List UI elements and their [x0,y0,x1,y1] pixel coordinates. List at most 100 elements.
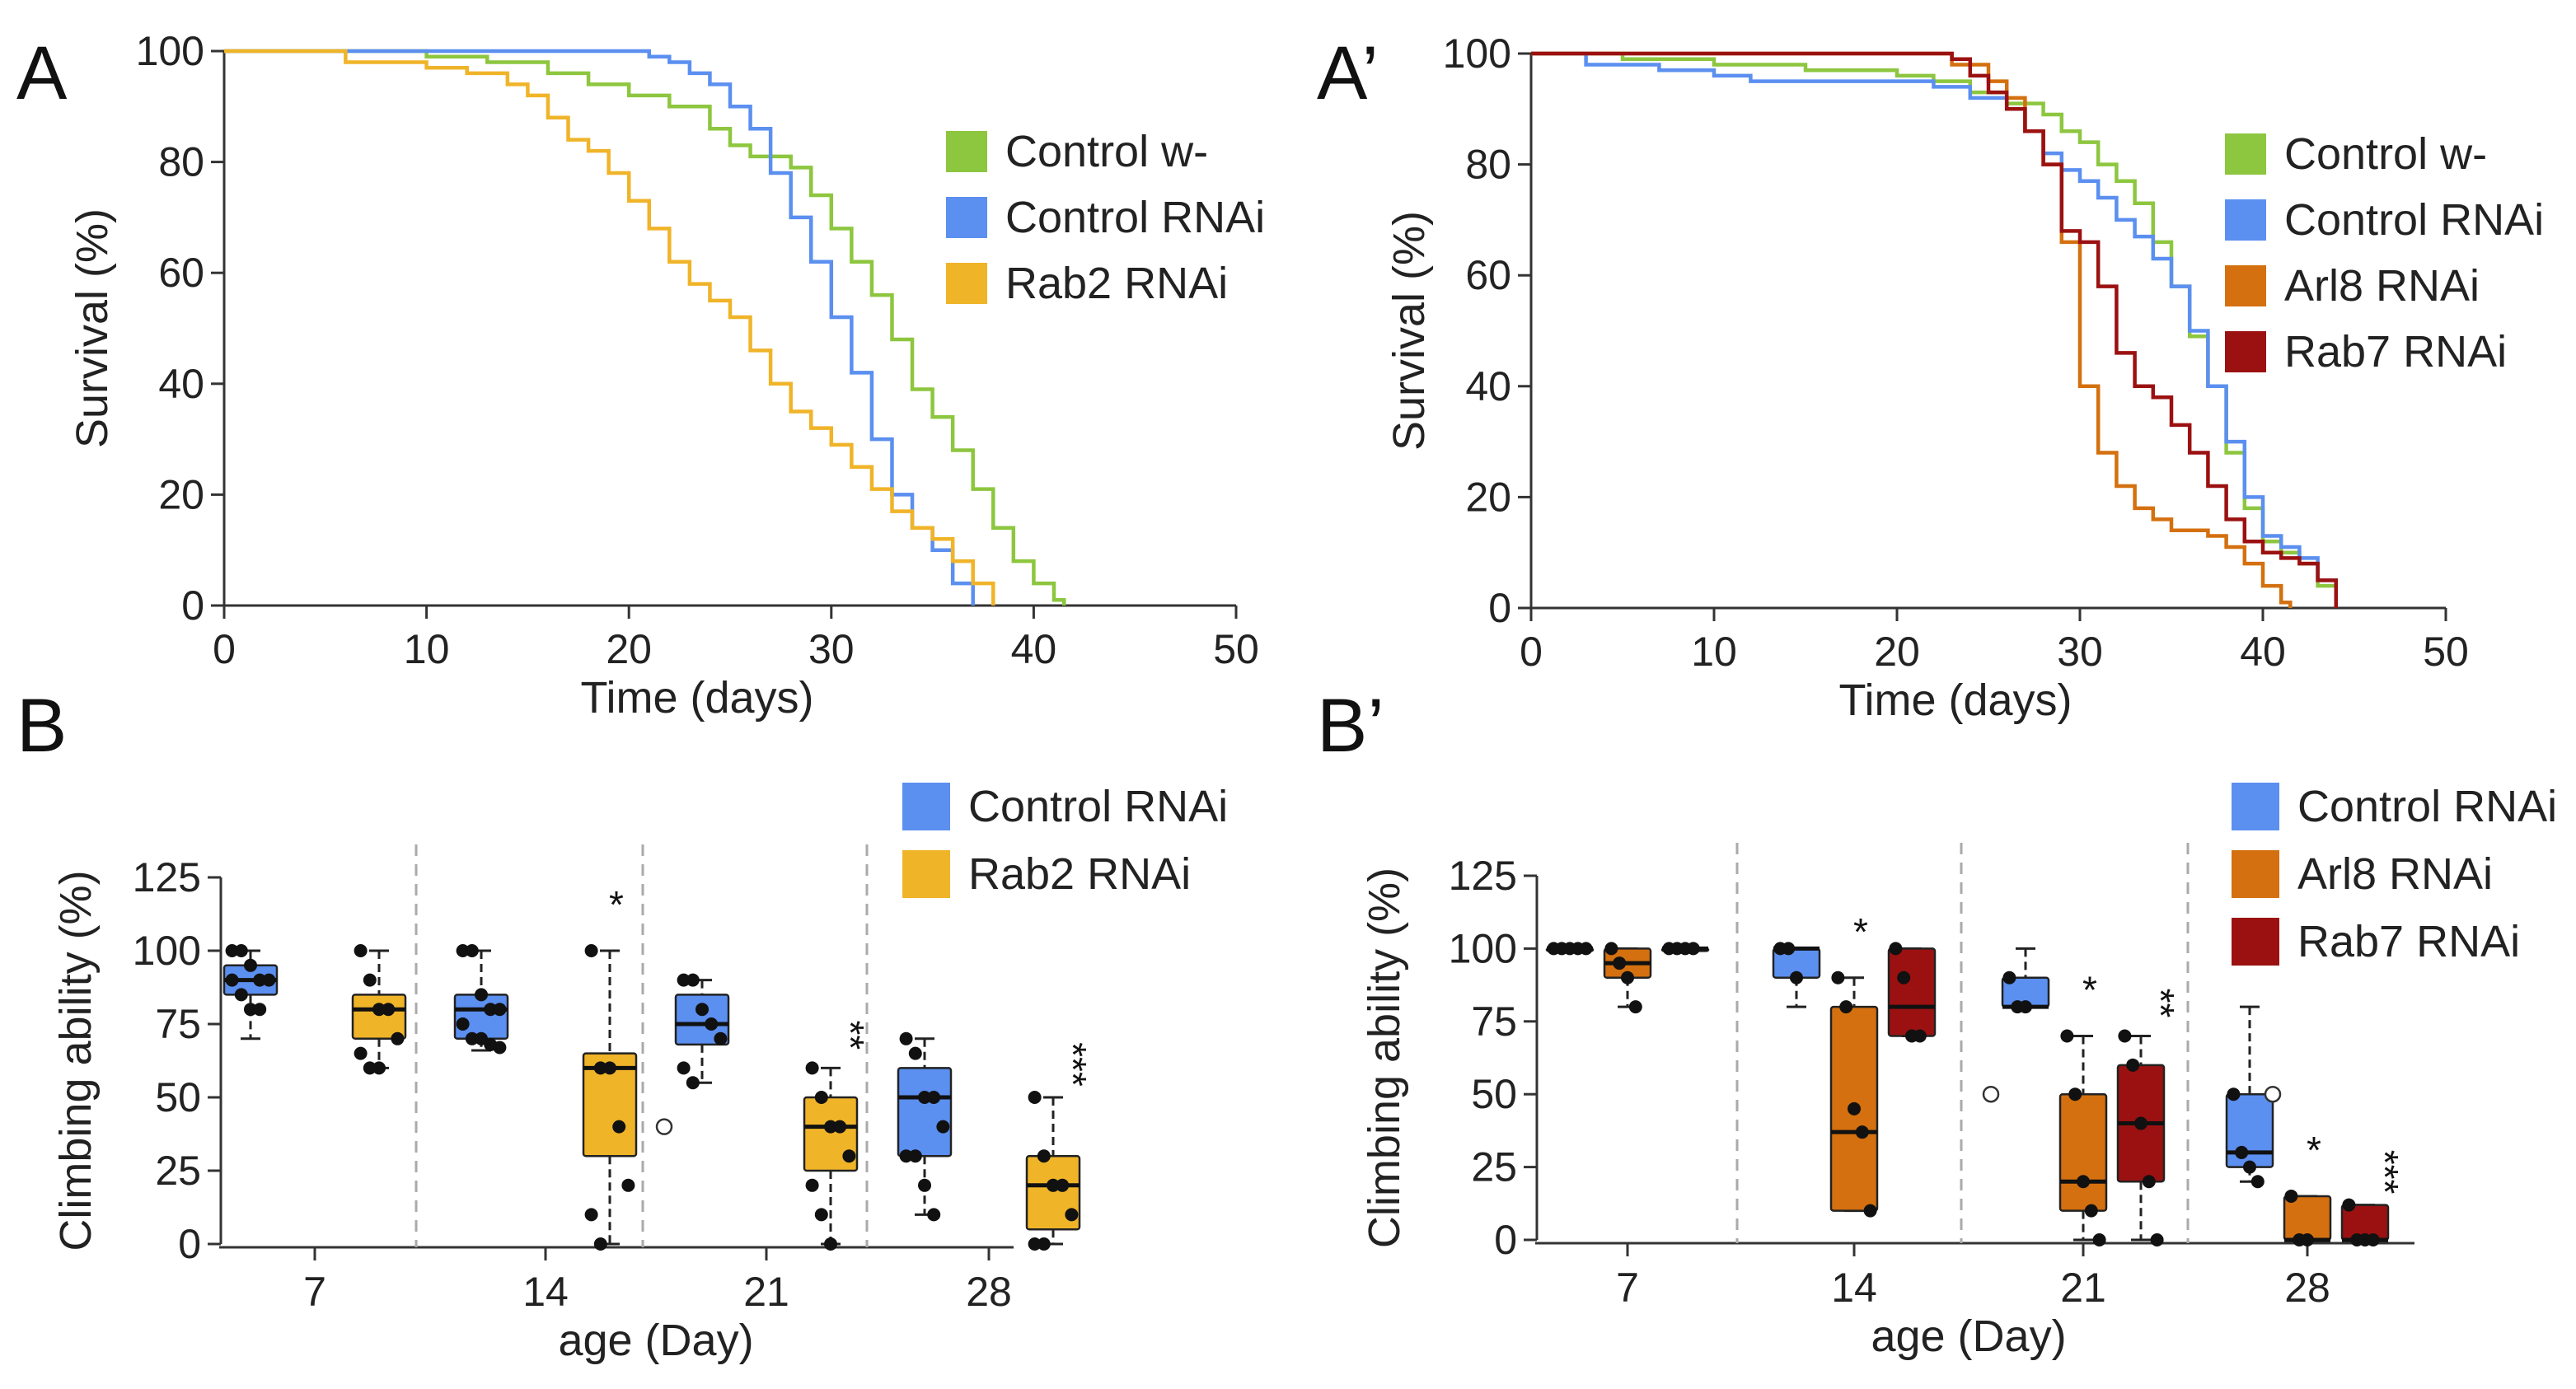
box-body [453,994,509,1041]
data-point [1604,942,1618,956]
data-point [2126,1058,2140,1072]
y-tick-label: 40 [158,361,204,407]
data-point [456,944,470,957]
data-point [584,1208,598,1222]
data-point [1037,1237,1051,1251]
y-tick-label: 25 [1471,1144,1517,1190]
series-line-control-w- [1531,51,2339,608]
data-point [677,973,691,987]
legend-swatch [2232,850,2279,898]
legend-swatch [946,197,987,238]
y-tick-label: 75 [1471,998,1517,1045]
legend-label: Arl8 RNAi [2284,261,2480,311]
data-point [1028,1091,1042,1104]
panel-letter: B’ [1317,684,1384,768]
box-control-rnai [655,973,730,1135]
legend-label: Rab2 RNAi [968,849,1191,899]
box-control-rnai [222,944,279,1041]
box-arl8-rnai: * [1829,910,1879,1218]
box-control-rnai [1982,947,2050,1103]
box-rab2-rnai [351,944,407,1075]
data-point [936,1120,950,1134]
x-tick-label: 14 [522,1269,569,1315]
x-tick-label: 30 [808,626,855,672]
data-point [2134,1116,2147,1130]
data-point [1790,970,1803,984]
series-line-rab7-rnai [1531,51,2339,608]
data-point [805,1061,819,1075]
y-tick-label: 20 [1465,474,1511,520]
data-point [2060,1029,2074,1043]
data-point [1037,1149,1051,1163]
legend-swatch [946,263,987,304]
outlier-point [655,1118,673,1135]
box-control-rnai [1545,942,1595,956]
panel-A: A 0 20 40 60 80 100 Survival (%) 0 10 20 30 40 50 Time… [16,28,1265,723]
box-arl8-rnai: * [2058,968,2108,1246]
outlier-point [1982,1085,2000,1103]
box-control-rnai [2225,1005,2274,1189]
x-tick-label: 50 [1213,626,1259,672]
x-tick-label: 20 [1874,629,1920,675]
x-axis-title: Time (days) [1838,676,2072,725]
data-point [372,1003,386,1017]
data-point [705,1017,719,1031]
data-point [1839,1000,1853,1014]
box-rab7-rnai: ** [2116,989,2182,1246]
data-point [686,1076,700,1090]
data-point [814,1091,828,1104]
significance-label: *** [2363,1150,2406,1195]
data-point [899,1031,913,1045]
data-point [927,1208,941,1222]
data-point [927,1091,941,1104]
legend: Control RNAi Rab2 RNAi [902,782,1228,899]
x-axis-title: age (Day) [558,1316,753,1365]
significance-label: * [2307,1129,2321,1172]
significance-label: *** [1051,1042,1094,1087]
y-tick-label: 100 [1449,925,1517,971]
y-tick-label: 100 [133,928,201,974]
data-point [2118,1029,2132,1043]
data-point [1628,1000,1642,1014]
y-axis-title: Survival (%) [1384,211,1434,451]
legend-label: Control w- [2284,129,2487,179]
x-tick-label: 40 [2240,629,2286,675]
box-body [1887,947,1937,1037]
x-tick-label: 40 [1011,626,1057,672]
significance-label: * [609,883,624,926]
data-point [225,944,239,957]
panel-Aprime: A’ 0 20 40 60 80 100 Survival (%) 0 10 20 30 40 50 Tim… [1317,30,2544,725]
data-point [696,1003,709,1017]
box-rab2-rnai: *** [1025,1042,1094,1251]
x-tick-label: 10 [1691,629,1737,675]
y-tick-label: 0 [1494,1217,1517,1263]
data-point [456,1017,470,1031]
x-tick-label: 21 [2060,1265,2106,1311]
data-point [253,973,267,987]
legend-label: Control RNAi [2284,195,2544,245]
data-point [2284,1189,2298,1203]
data-point [621,1178,635,1192]
data-point [1831,970,1845,984]
data-point [833,1120,847,1134]
data-point [612,1120,626,1134]
data-point [244,1003,257,1017]
data-point [2227,1087,2241,1101]
legend-swatch [902,850,950,898]
data-point [493,1041,507,1055]
box-control-rnai [453,944,509,1055]
data-point [714,1031,728,1045]
data-point [805,1178,819,1192]
x-tick-label: 50 [2423,629,2469,675]
panel-letter: A [16,31,68,115]
box-body [351,994,407,1041]
data-point [603,1061,616,1075]
y-tick-label: 0 [1488,585,1511,631]
data-point [253,1003,267,1017]
y-tick-label: 60 [1465,252,1511,298]
y-tick-label: 125 [1449,853,1517,899]
legend-swatch [2232,783,2279,830]
significance-label: ** [2139,989,2182,1018]
x-tick-label: 21 [743,1269,789,1315]
data-point [475,988,488,1002]
